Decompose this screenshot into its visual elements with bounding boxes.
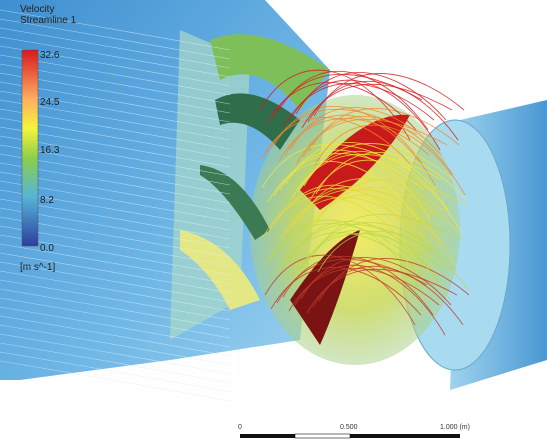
streamline [317,231,469,291]
streamline [296,118,448,164]
streamline [0,9,231,51]
streamline [0,315,231,357]
streamline [0,297,231,339]
streamline [259,69,411,141]
scale-label: 0.500 [340,424,358,431]
blade [210,34,330,110]
streamline [0,252,231,294]
streamline [267,161,419,221]
streamline [264,254,416,326]
scale-segment [240,434,295,438]
scale-label: 1.000 (m) [440,424,470,431]
blade [290,230,360,345]
streamline [291,153,443,199]
streamline [0,342,231,384]
legend-title: Velocity [20,4,54,15]
streamline [304,194,456,266]
legend-unit: [m s^-1] [20,262,55,273]
streamline [0,306,231,348]
legend-subtitle: Streamline 1 [20,15,77,26]
streamline [0,360,231,402]
blade [180,230,260,310]
streamline [0,288,231,330]
streamline [0,18,231,60]
colorbar [21,49,39,247]
streamline [0,333,231,375]
scale-label: 0 [238,424,242,431]
streamline [0,243,231,285]
scale-segment [350,434,460,438]
streamline [278,118,430,162]
scale-segment [294,433,351,439]
streamline [280,197,432,246]
streamline [0,279,231,321]
streamline [288,268,440,312]
streamline [314,124,466,196]
legend-label: 32.6 [40,50,60,61]
legend-label: 24.5 [40,97,60,108]
blade [200,165,270,240]
streamline [301,83,453,129]
legend-label: 0.0 [40,243,54,254]
streamline [0,27,231,69]
streamline [0,261,231,303]
legend-label: 8.2 [40,195,54,206]
legend-label: 16.3 [40,145,60,156]
streamline [306,268,458,314]
streamline [309,159,461,231]
streamline [0,324,231,366]
streamline [0,270,231,312]
streamline [283,83,435,127]
streamline [0,351,231,393]
streamline [293,233,445,277]
streamline [0,36,231,78]
streamline [263,223,415,267]
